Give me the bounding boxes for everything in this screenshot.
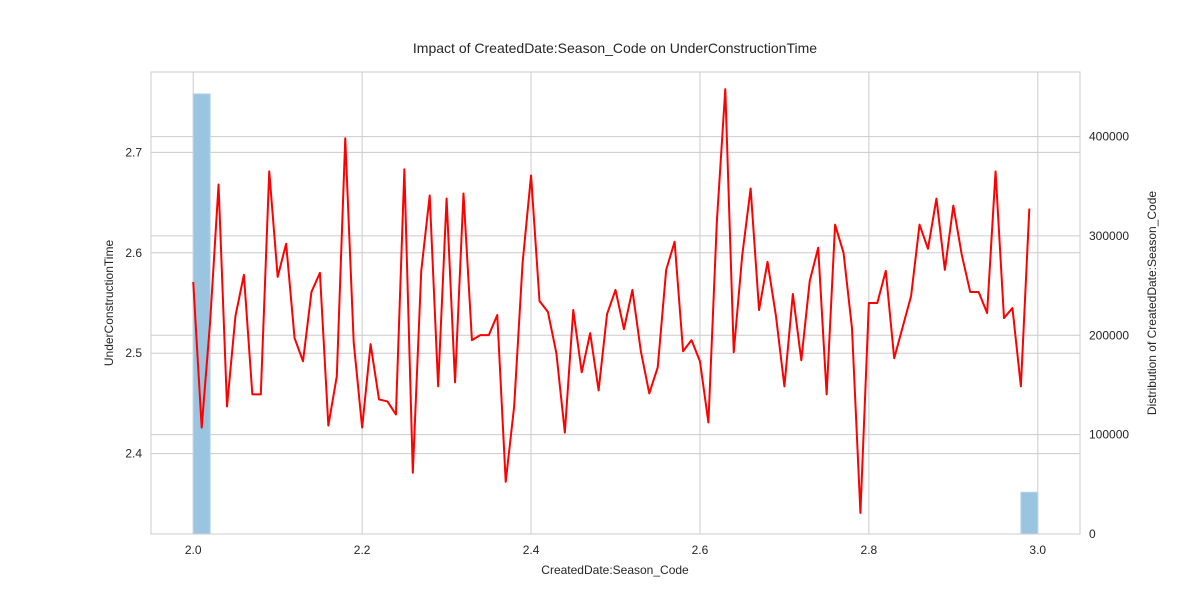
y2-axis-label: Distribution of CreatedDate:Season_Code	[1145, 191, 1159, 415]
x-tick-label: 2.8	[861, 543, 878, 557]
chart-title: Impact of CreatedDate:Season_Code on Und…	[413, 40, 817, 56]
y2-tick-label: 300000	[1089, 229, 1129, 243]
histogram-layer	[192, 93, 1039, 535]
y-tick-label: 2.6	[125, 246, 142, 260]
y2-tick-label: 100000	[1089, 428, 1129, 442]
plot-border	[150, 71, 1081, 535]
y2-tick-label: 400000	[1089, 130, 1129, 144]
line-series	[192, 88, 1031, 514]
plot-frame	[150, 71, 1081, 535]
x-tick-label: 2.0	[185, 543, 202, 557]
grid-layer	[151, 72, 1080, 535]
y2-tick-label: 200000	[1089, 328, 1129, 342]
x-tick-label: 2.4	[523, 543, 540, 557]
x-tick-label: 2.6	[692, 543, 709, 557]
y-tick-label: 2.4	[125, 447, 142, 461]
y2-tick-label: 0	[1089, 527, 1096, 541]
y-axis-label: UnderConstructionTime	[102, 240, 116, 367]
x-tick-label: 2.2	[354, 543, 371, 557]
y2-axis-ticks: 0 100000 200000 300000 400000	[1089, 130, 1129, 541]
y-tick-label: 2.7	[125, 145, 142, 159]
histogram-bar	[1020, 491, 1039, 535]
line-layer	[192, 88, 1031, 514]
y-axis-ticks: 2.4 2.5 2.6 2.7	[125, 145, 142, 460]
x-tick-label: 3.0	[1029, 543, 1046, 557]
x-axis-ticks: 2.0 2.2 2.4 2.6 2.8 3.0	[185, 543, 1047, 557]
y-tick-label: 2.5	[125, 346, 142, 360]
x-axis-label: CreatedDate:Season_Code	[541, 563, 689, 577]
